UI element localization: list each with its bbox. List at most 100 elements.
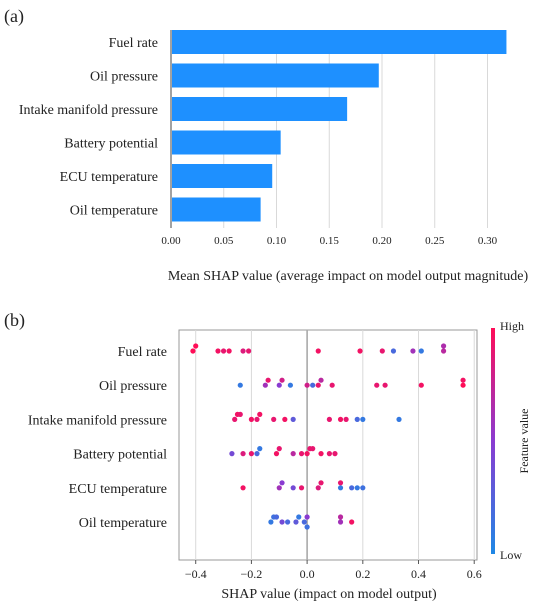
category-label: Fuel rate (118, 345, 167, 360)
shap-point (254, 451, 260, 457)
shap-point (315, 348, 321, 354)
x-tick-label: 0.0 (300, 567, 315, 581)
x-tick-label: 0.20 (372, 235, 392, 247)
shap-point (215, 348, 221, 354)
panel-label-a: (a) (4, 6, 24, 27)
category-label: Oil temperature (70, 204, 158, 219)
shap-point (240, 348, 246, 354)
shap-point (337, 519, 344, 525)
bar (172, 197, 261, 222)
x-tick-label: 0.25 (425, 235, 445, 247)
x-tick-label: 0.2 (355, 567, 370, 581)
x-tick-label: 0.10 (267, 235, 287, 247)
shap-point (237, 411, 243, 417)
shap-point (440, 348, 447, 354)
shap-point (237, 382, 243, 388)
beeswarm-panel: (b) Fuel rate Oil pressure Intake manifold… (4, 310, 531, 602)
shap-point (257, 411, 263, 417)
bar-chart-panel: (a) Fuel rate Oil pressure Intake manifold… (4, 6, 528, 284)
shap-point (285, 519, 291, 525)
shap-point (193, 343, 199, 349)
shap-point (276, 382, 282, 388)
category-label: Oil pressure (99, 379, 167, 394)
category-label: Intake manifold pressure (19, 103, 158, 118)
shap-point (326, 451, 332, 457)
x-axis-label: Mean SHAP value (average impact on model… (168, 269, 529, 284)
shap-point (296, 514, 302, 520)
shap-point (276, 446, 282, 452)
x-tick-label: 0.15 (320, 235, 340, 247)
shap-point (268, 519, 274, 525)
shap-point (298, 485, 305, 491)
shap-point (298, 451, 305, 457)
category-label: ECU temperature (69, 482, 167, 497)
shap-point (271, 416, 277, 422)
shap-point (418, 382, 424, 388)
shap-point (279, 519, 285, 525)
shap-point (290, 451, 296, 457)
shap-point (304, 451, 310, 457)
bar (172, 130, 281, 155)
shap-point (360, 416, 366, 422)
shap-point (396, 416, 402, 422)
shap-point (226, 348, 232, 354)
bar (172, 97, 348, 121)
shap-point (332, 451, 338, 457)
shap-point (246, 348, 252, 354)
shap-point (315, 485, 321, 491)
shap-point (240, 485, 246, 491)
shap-point (290, 416, 296, 422)
shap-point (240, 451, 246, 457)
shap-point (273, 451, 280, 457)
shap-point (318, 377, 324, 383)
x-axis-label: SHAP value (impact on model output) (221, 587, 437, 602)
bar (172, 164, 273, 188)
shap-point (310, 382, 316, 388)
shap-point (279, 377, 285, 383)
colorbar-low-label: Low (500, 548, 522, 562)
colorbar-high-label: High (500, 319, 524, 333)
shap-point (343, 416, 349, 422)
category-label: Oil temperature (79, 516, 167, 531)
shap-point (382, 382, 388, 388)
shap-point (304, 514, 310, 520)
colorbar-gradient (491, 328, 495, 554)
shap-point (229, 451, 235, 457)
category-label: Battery potential (73, 448, 167, 463)
shap-point (418, 348, 424, 354)
shap-point (374, 382, 380, 388)
shap-point (232, 416, 238, 422)
category-label: Fuel rate (109, 36, 158, 51)
shap-point (287, 382, 294, 388)
shap-point (410, 348, 416, 354)
x-tick-label: −0.4 (185, 567, 207, 581)
category-label: Oil pressure (90, 70, 158, 85)
bar (172, 30, 507, 54)
shap-point (337, 416, 344, 422)
shap-point (257, 446, 263, 452)
shap-point (265, 377, 271, 383)
shap-point (354, 416, 360, 422)
colorbar-title: Feature value (517, 409, 531, 474)
shap-point (318, 451, 324, 457)
shap-point (337, 514, 344, 520)
shap-point (220, 348, 227, 354)
shap-point (273, 514, 280, 520)
shap-point (379, 348, 385, 354)
shap-point (310, 446, 316, 452)
plot-frame (178, 329, 478, 561)
colorbar: High Low Feature value (491, 319, 531, 562)
shap-point (190, 348, 196, 354)
shap-point (304, 524, 310, 530)
category-label: Battery potential (64, 137, 158, 152)
shap-point (282, 416, 288, 422)
panel-label-b: (b) (4, 310, 25, 331)
shap-point (337, 485, 344, 491)
x-tick-label: 0.4 (411, 567, 426, 581)
shap-point (460, 382, 466, 388)
shap-point (248, 451, 255, 457)
shap-point (315, 382, 321, 388)
shap-point (329, 382, 335, 388)
x-tick-label: 0.00 (161, 235, 181, 247)
shap-point (254, 416, 260, 422)
